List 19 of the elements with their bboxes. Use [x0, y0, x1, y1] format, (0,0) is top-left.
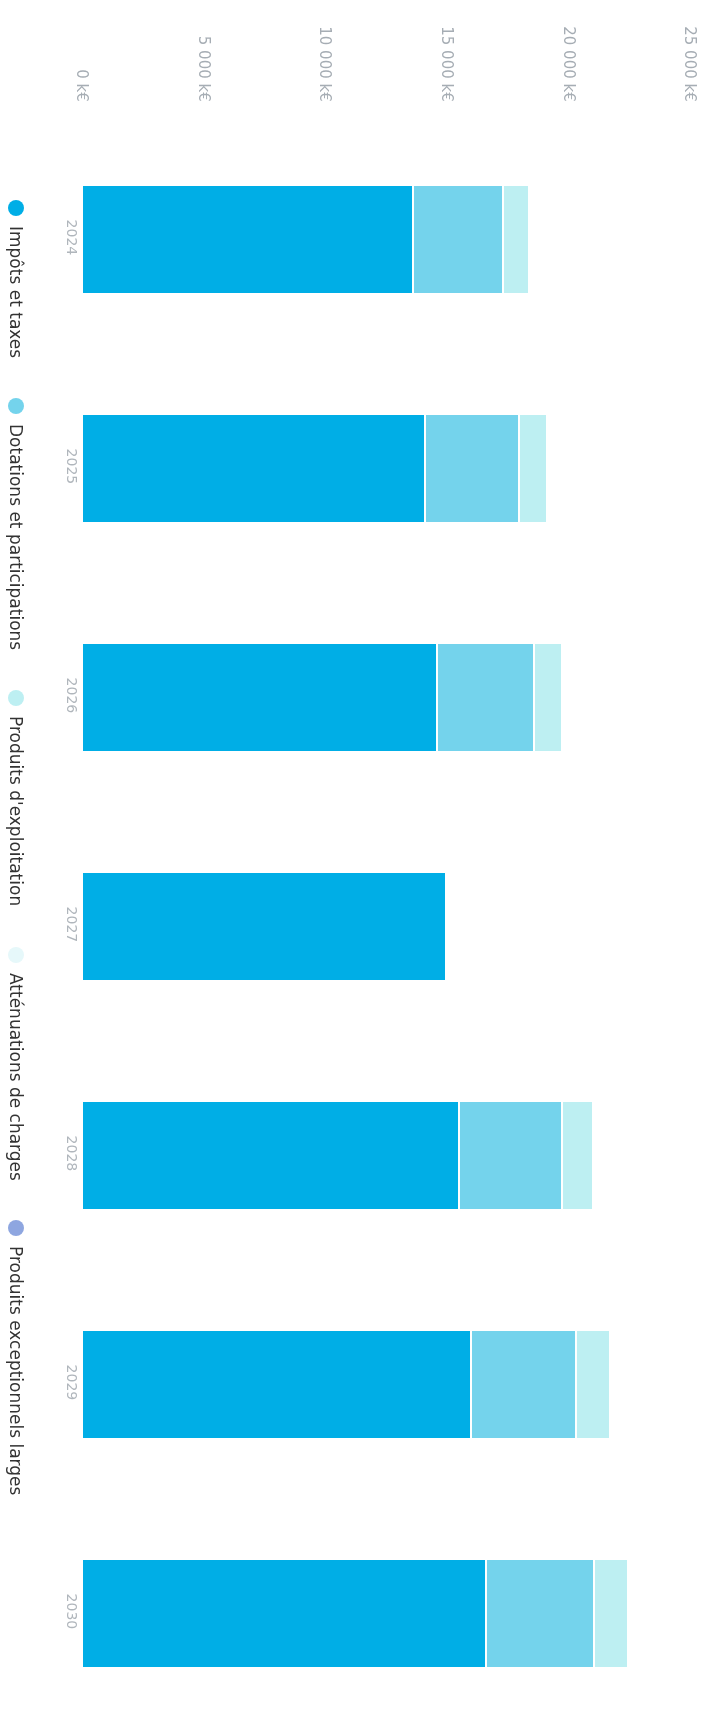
y-tick-label: 2027: [64, 906, 80, 943]
bar: [82, 870, 447, 983]
y-tick-label: 2030: [64, 1593, 80, 1630]
y-tick-label: 2025: [64, 448, 80, 485]
x-tick-label: 15 000 k€: [437, 26, 456, 102]
y-tick-label: 2029: [64, 1364, 80, 1401]
x-tick-label: 10 000 k€: [316, 26, 335, 102]
x-tick-label: 5 000 k€: [194, 35, 213, 102]
y-tick-label: 2026: [64, 677, 80, 714]
legend-label: Produits exceptionnels larges: [6, 1246, 26, 1496]
legend-label: Produits d'exploitation: [6, 716, 26, 907]
legend-label: Dotations et participations: [6, 424, 26, 651]
legend-label: Impôts et taxes: [6, 226, 26, 359]
x-tick-label: 25 000 k€: [681, 26, 700, 102]
x-tick-label: 20 000 k€: [559, 26, 578, 102]
legend-label: Atténuations de charges: [6, 972, 26, 1181]
y-tick-label: 2028: [64, 1135, 80, 1172]
x-tick-label: 0 k€: [73, 69, 92, 102]
y-tick-label: 2024: [64, 219, 80, 256]
